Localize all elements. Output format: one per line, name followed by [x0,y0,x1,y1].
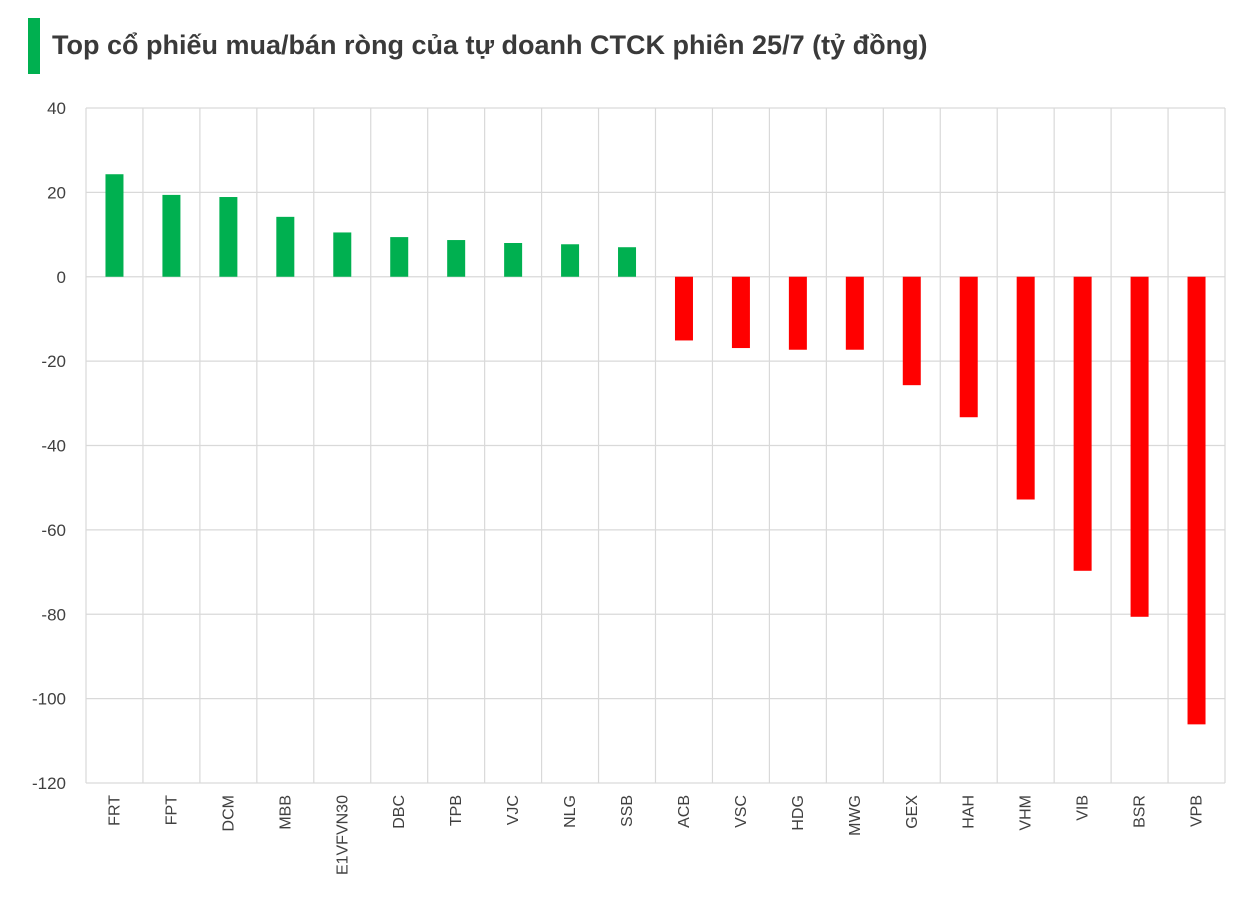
x-axis-labels: FRT FPT DCM MBB E1VFVN30 DBC TPB VJC NLG SSB ACB VS… [106,795,1205,875]
x-tick-label: FRT [106,795,123,826]
x-tick-label: ACB [676,795,693,828]
bar-fpt [162,194,181,277]
bar-mwg [845,276,864,350]
bar-mbb [276,216,295,277]
bar-dcm [219,197,238,277]
x-tick-label: SSB [619,795,636,827]
x-tick-label: VSC [733,795,750,828]
bar-ssb [618,247,637,277]
x-tick-label: FPT [163,795,180,825]
x-tick-label: E1VFVN30 [334,795,351,875]
bar-acb [674,276,693,341]
x-tick-label: MBB [277,795,294,830]
bar-dbc [390,237,409,277]
bars [105,174,1206,725]
y-tick-label: 0 [57,268,66,287]
x-tick-label: VJC [505,795,522,825]
bar-vjc [504,243,523,277]
bar-vpb [1187,276,1206,725]
bar-gex [902,276,921,386]
y-tick-label: -120 [32,774,66,793]
x-tick-label: HDG [790,795,807,831]
chart-title: Top cổ phiếu mua/bán ròng của tự doanh C… [52,30,928,60]
x-tick-label: VIB [1075,795,1092,821]
y-axis-ticks: 40 20 0 -20 -40 -60 -80 -100 -120 [32,99,66,793]
x-tick-label: TPB [448,795,465,826]
title-marker [28,18,40,74]
y-tick-label: -80 [41,605,66,624]
x-tick-label: DCM [220,795,237,831]
bar-vsc [731,276,750,349]
bar-frt [105,174,124,277]
x-tick-label: VHM [1018,795,1035,831]
bar-hdg [788,276,807,350]
x-tick-label: DBC [391,795,408,829]
bar-hah [959,276,978,418]
y-tick-label: -100 [32,690,66,709]
bar-tpb [447,240,466,277]
x-tick-label: BSR [1132,795,1149,828]
bar-nlg [561,244,580,277]
bar-bsr [1130,276,1149,617]
y-tick-label: 20 [47,183,66,202]
x-tick-label: NLG [562,795,579,828]
x-tick-label: VPB [1189,795,1206,827]
y-tick-label: 40 [47,99,66,118]
x-tick-label: MWG [847,795,864,836]
y-tick-label: -40 [41,437,66,456]
grid-lines [85,107,1226,784]
bar-vhm [1016,276,1035,500]
y-tick-label: -60 [41,521,66,540]
bar-e1vfvn30 [333,232,352,277]
y-tick-label: -20 [41,352,66,371]
bar-vib [1073,276,1092,571]
x-tick-label: GEX [904,795,921,829]
x-tick-label: HAH [961,795,978,829]
